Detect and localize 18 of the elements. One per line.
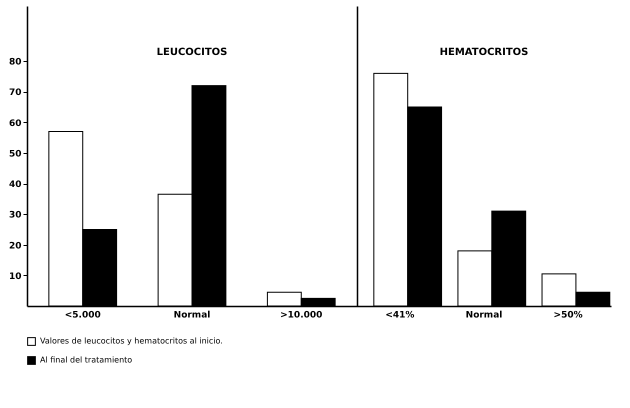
x-tick-label: >50% xyxy=(554,310,583,320)
y-tick-label: 70 xyxy=(8,88,22,98)
y-tick-label: 10 xyxy=(8,272,22,282)
y-tick-label: 50 xyxy=(8,149,22,160)
text: HEMATOCRITOS xyxy=(440,47,528,58)
y-tick-label: 20 xyxy=(8,241,22,252)
y-tick-label: 30 xyxy=(8,210,22,221)
x-tick-label: <41% xyxy=(385,310,414,320)
x-tick-label: <5.000 xyxy=(64,310,101,320)
text: LEUCOCITOS xyxy=(156,47,228,58)
x-tick-label: >10.000 xyxy=(280,310,322,320)
y-tick-label: 80 xyxy=(8,58,22,68)
x-tick-label: Normal xyxy=(174,310,210,320)
y-tick-label: 60 xyxy=(8,118,22,129)
legend-label: Al final del tratamiento xyxy=(40,356,132,364)
x-tick-label: Normal xyxy=(466,310,502,320)
y-tick-label: 40 xyxy=(8,180,22,190)
legend-label: Valores de leucocitos y hematocritos al inicio. xyxy=(40,336,223,346)
